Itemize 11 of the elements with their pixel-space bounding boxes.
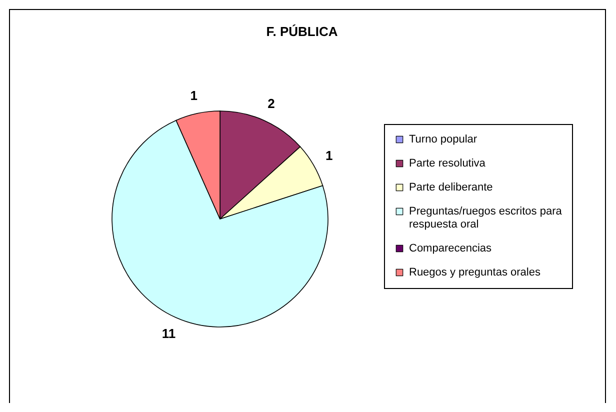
legend-label: Parte resolutiva xyxy=(409,158,486,170)
legend-label: Parte deliberante xyxy=(409,182,493,194)
legend-label: Comparecencias xyxy=(409,242,492,254)
chart-title: F. PÚBLICA xyxy=(266,24,338,39)
legend-label: Preguntas/ruegos escritos para respuesta oral xyxy=(409,206,563,230)
data-label: 1 xyxy=(326,148,333,163)
legend-label: Turno popular xyxy=(409,134,478,146)
data-label: 11 xyxy=(162,326,176,342)
legend-label: Ruegos y preguntas orales xyxy=(409,266,541,278)
data-label: 1 xyxy=(190,88,198,103)
data-label: 2 xyxy=(268,96,275,111)
